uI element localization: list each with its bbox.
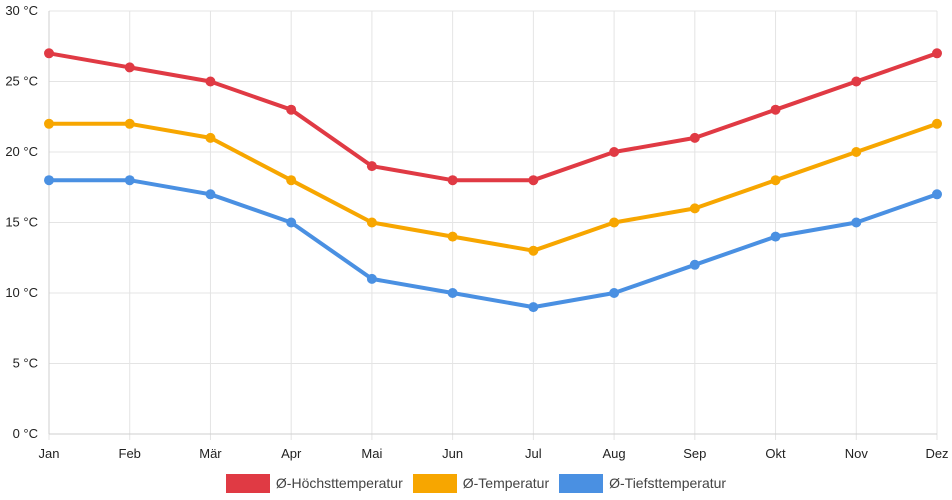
series-line-0 <box>47 51 939 183</box>
series-line-1 <box>47 121 939 253</box>
y-tick-label: 0 °C <box>13 426 38 441</box>
data-point-1-3 <box>286 175 297 186</box>
data-point-2-7 <box>609 288 620 298</box>
x-tick-label: Mai <box>361 446 382 461</box>
data-point-1-6 <box>528 245 539 256</box>
data-point-1-10 <box>851 147 862 157</box>
x-tick-label: Feb <box>119 446 141 461</box>
data-point-0-8 <box>689 132 700 143</box>
x-tick-label: Apr <box>281 446 302 461</box>
legend-swatch <box>412 473 457 493</box>
y-tick-label: 25 °C <box>5 74 38 89</box>
data-point-2-11 <box>932 189 942 200</box>
x-tick-label: Mär <box>199 446 222 461</box>
data-point-1-0 <box>44 118 54 129</box>
series-line-2 <box>47 178 939 310</box>
data-point-0-7 <box>609 147 620 157</box>
data-point-0-10 <box>851 76 862 87</box>
x-tick-label: Sep <box>683 446 706 461</box>
data-point-1-1 <box>124 118 135 129</box>
data-point-0-6 <box>528 175 539 186</box>
legend-item-1[interactable]: Ø-Temperatur <box>412 473 550 493</box>
data-point-2-9 <box>770 231 781 242</box>
data-point-2-8 <box>689 259 700 270</box>
chart-legend: Ø-Höchsttemperatur Ø-Temperatur Ø-Tiefstte… <box>0 471 952 495</box>
data-point-1-8 <box>689 203 700 214</box>
chart-canvas: 0 °C 5 °C 10 °C 15 °C 20 °C 25 °C 30 °C Jan Feb M… <box>5 3 948 461</box>
x-tick-label: Aug <box>603 446 626 461</box>
legend-item-0[interactable]: Ø-Höchsttemperatur <box>225 473 403 493</box>
x-tick-label: Nov <box>845 446 869 461</box>
legend-label: Ø-Tiefsttemperatur <box>609 475 727 491</box>
y-tick-label: 10 °C <box>5 285 38 300</box>
data-point-0-0 <box>44 48 54 59</box>
data-point-0-3 <box>286 104 297 115</box>
legend-swatch <box>225 473 270 493</box>
data-point-1-2 <box>205 132 216 143</box>
x-tick-label: Jun <box>442 446 463 461</box>
data-point-0-9 <box>770 104 781 115</box>
y-tick-label: 15 °C <box>5 215 38 230</box>
legend-item-2[interactable]: Ø-Tiefsttemperatur <box>559 473 727 493</box>
data-point-0-4 <box>366 161 377 172</box>
x-tick-label: Jul <box>525 446 542 461</box>
data-point-2-1 <box>124 175 135 186</box>
legend-label: Ø-Höchsttemperatur <box>275 475 403 491</box>
data-point-2-0 <box>44 175 54 186</box>
data-point-0-1 <box>124 62 135 73</box>
data-point-1-7 <box>609 217 620 228</box>
data-point-0-5 <box>447 175 458 186</box>
data-point-1-11 <box>932 118 942 129</box>
x-tick-label: Jan <box>39 446 60 461</box>
data-point-2-3 <box>286 217 297 228</box>
data-point-1-4 <box>366 217 377 228</box>
y-tick-label: 20 °C <box>5 144 38 159</box>
data-point-2-6 <box>528 302 539 313</box>
y-tick-label: 30 °C <box>5 3 38 18</box>
data-point-0-11 <box>932 48 942 59</box>
data-point-1-5 <box>447 231 458 242</box>
y-tick-label: 5 °C <box>13 356 38 371</box>
data-point-0-2 <box>205 76 216 87</box>
data-point-1-9 <box>770 175 781 186</box>
data-point-2-4 <box>366 273 377 284</box>
x-tick-label: Dez <box>925 446 948 461</box>
legend-swatch <box>559 473 604 493</box>
data-point-2-10 <box>851 217 862 228</box>
data-point-2-2 <box>205 189 216 200</box>
x-tick-label: Okt <box>765 446 786 461</box>
legend-label: Ø-Temperatur <box>462 475 550 491</box>
data-point-2-5 <box>447 288 458 298</box>
